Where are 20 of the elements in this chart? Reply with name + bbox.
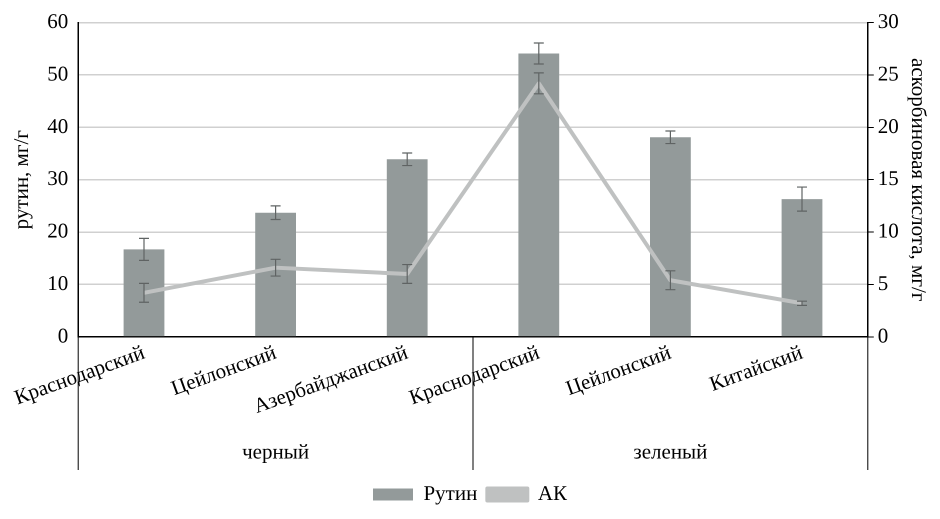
y2-tick-label: 30 [878, 9, 899, 34]
y-tick-label: 50 [47, 61, 68, 86]
y2-axis-title: аскорбиновая кислота, мг/г [906, 58, 931, 302]
text: черный [242, 440, 310, 464]
text: зеленый [633, 440, 708, 464]
legend-label: Рутин [423, 481, 478, 506]
y2-tick-label: 0 [878, 323, 888, 348]
y-tick-label: 30 [47, 166, 68, 190]
y-tick-label: 0 [58, 323, 68, 348]
y2-tick-label: 10 [878, 218, 899, 243]
y2-tick-label: 15 [878, 166, 899, 190]
y2-tick-label: 25 [878, 61, 899, 86]
y-tick-label: 20 [47, 218, 68, 243]
y-tick-label: 10 [47, 270, 68, 295]
y2-tick-label: 5 [878, 270, 888, 295]
y-tick-label: 60 [47, 9, 68, 34]
y2-tick-label: 20 [878, 114, 899, 138]
y-axis-title: рутин, мг/г [9, 130, 34, 230]
y-tick-label: 40 [47, 114, 68, 138]
legend-label: АК [538, 481, 568, 506]
